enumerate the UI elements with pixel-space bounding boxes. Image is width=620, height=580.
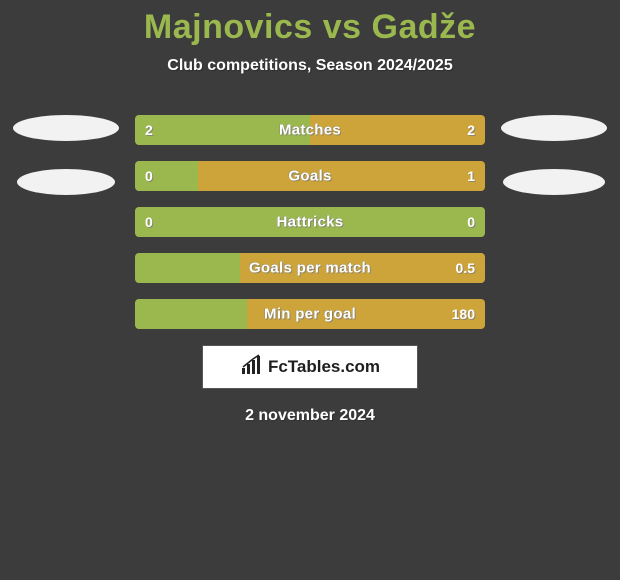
stats-area: Matches22Goals01Hattricks00Goals per mat… [0,115,620,329]
stat-label: Hattricks [135,214,485,231]
comparison-widget: Majnovics vs Gadže Club competitions, Se… [0,0,620,580]
avatars-left [6,115,126,223]
avatar [13,115,119,141]
stat-value-left: 0 [145,168,153,184]
page-subtitle: Club competitions, Season 2024/2025 [0,57,620,75]
stat-value-left: 0 [145,214,153,230]
avatar [503,169,605,195]
stat-value-right: 2 [467,122,475,138]
stat-label: Min per goal [135,306,485,323]
stat-value-right: 180 [452,306,475,322]
stat-row: Min per goal180 [135,299,485,329]
stat-value-right: 0.5 [456,260,475,276]
stat-bars: Matches22Goals01Hattricks00Goals per mat… [135,115,485,329]
stat-row: Goals0 1 [135,161,485,191]
stat-value-right: 0 [467,214,475,230]
avatars-right [494,115,614,223]
stat-row: Hattricks0 0 [135,207,485,237]
stat-label: Matches [135,122,485,139]
stat-label: Goals per match [135,260,485,277]
brand-box[interactable]: FcTables.com [202,345,418,389]
stat-label: Goals [135,168,485,185]
avatar [501,115,607,141]
footer-date: 2 november 2024 [0,407,620,425]
brand-text: FcTables.com [268,357,380,377]
stat-row: Goals per match0.5 [135,253,485,283]
stat-value-right: 1 [467,168,475,184]
chart-bars-icon [240,354,264,381]
avatar [17,169,115,195]
stat-value-left: 2 [145,122,153,138]
page-title: Majnovics vs Gadže [0,0,620,47]
stat-row: Matches2 2 [135,115,485,145]
